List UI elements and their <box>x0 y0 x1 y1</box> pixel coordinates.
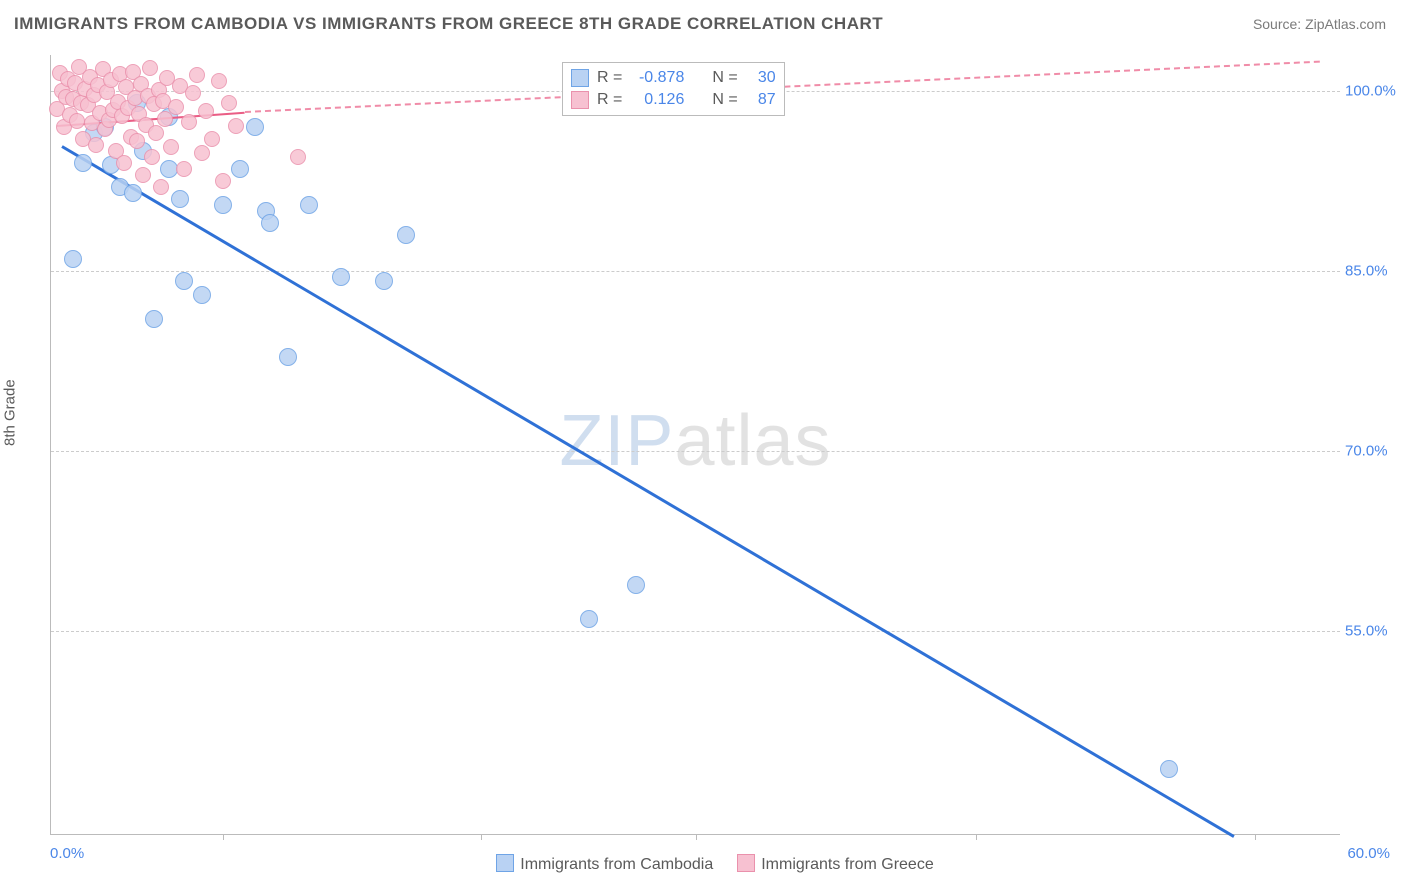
stats-r-value: -0.878 <box>630 69 684 87</box>
data-point <box>185 85 201 101</box>
plot-area: ZIPatlas 100.0%85.0%70.0%55.0% <box>50 55 1340 835</box>
data-point <box>74 154 92 172</box>
data-point <box>300 196 318 214</box>
watermark: ZIPatlas <box>559 399 831 481</box>
data-point <box>148 125 164 141</box>
legend-label: Immigrants from Greece <box>761 856 933 873</box>
data-point <box>64 250 82 268</box>
stats-r-value: 0.126 <box>630 91 684 109</box>
legend-swatch <box>496 854 514 872</box>
data-point <box>228 118 244 134</box>
gridline <box>51 451 1340 452</box>
data-point <box>580 610 598 628</box>
stats-r-label: R = <box>597 91 622 109</box>
gridline <box>51 271 1340 272</box>
data-point <box>124 184 142 202</box>
y-tick-label: 70.0% <box>1345 443 1400 460</box>
watermark-atlas: atlas <box>674 400 831 480</box>
watermark-zip: ZIP <box>559 400 674 480</box>
data-point <box>221 95 237 111</box>
source-attribution: Source: ZipAtlas.com <box>1253 16 1386 32</box>
gridline <box>51 631 1340 632</box>
x-tick <box>481 834 482 840</box>
source-value: ZipAtlas.com <box>1305 16 1386 32</box>
y-tick-label: 85.0% <box>1345 263 1400 280</box>
data-point <box>279 348 297 366</box>
data-point <box>175 272 193 290</box>
data-point <box>290 149 306 165</box>
data-point <box>69 113 85 129</box>
data-point <box>231 160 249 178</box>
y-tick-label: 55.0% <box>1345 623 1400 640</box>
x-tick <box>976 834 977 840</box>
stats-n-value: 87 <box>746 91 776 109</box>
x-tick <box>223 834 224 840</box>
data-point <box>144 149 160 165</box>
source-label: Source: <box>1253 16 1301 32</box>
data-point <box>153 179 169 195</box>
y-tick-label: 100.0% <box>1345 83 1400 100</box>
y-axis-label: 8th Grade <box>2 379 19 446</box>
correlation-stats-box: R = -0.878 N = 30 R = 0.126 N = 87 <box>562 62 785 116</box>
data-point <box>246 118 264 136</box>
stats-row: R = -0.878 N = 30 <box>571 67 776 89</box>
x-tick <box>1255 834 1256 840</box>
stats-r-label: R = <box>597 69 622 87</box>
data-point <box>129 133 145 149</box>
chart-title: IMMIGRANTS FROM CAMBODIA VS IMMIGRANTS F… <box>14 14 883 34</box>
data-point <box>142 60 158 76</box>
data-point <box>135 167 151 183</box>
stats-swatch <box>571 91 589 109</box>
data-point <box>193 286 211 304</box>
data-point <box>181 114 197 130</box>
data-point <box>627 576 645 594</box>
data-point <box>171 190 189 208</box>
data-point <box>211 73 227 89</box>
data-point <box>145 310 163 328</box>
data-point <box>375 272 393 290</box>
data-point <box>168 99 184 115</box>
data-point <box>1160 760 1178 778</box>
stats-n-label: N = <box>712 69 737 87</box>
data-point <box>194 145 210 161</box>
data-point <box>163 139 179 155</box>
data-point <box>176 161 192 177</box>
stats-row: R = 0.126 N = 87 <box>571 89 776 111</box>
series-legend: Immigrants from Cambodia Immigrants from … <box>0 854 1406 874</box>
legend-swatch <box>737 854 755 872</box>
x-tick <box>696 834 697 840</box>
stats-swatch <box>571 69 589 87</box>
data-point <box>397 226 415 244</box>
data-point <box>261 214 279 232</box>
stats-n-label: N = <box>712 91 737 109</box>
stats-n-value: 30 <box>746 69 776 87</box>
data-point <box>214 196 232 214</box>
trend-line <box>61 145 1234 838</box>
data-point <box>116 155 132 171</box>
data-point <box>204 131 220 147</box>
data-point <box>88 137 104 153</box>
legend-label: Immigrants from Cambodia <box>520 856 713 873</box>
data-point <box>332 268 350 286</box>
data-point <box>215 173 231 189</box>
data-point <box>198 103 214 119</box>
data-point <box>189 67 205 83</box>
